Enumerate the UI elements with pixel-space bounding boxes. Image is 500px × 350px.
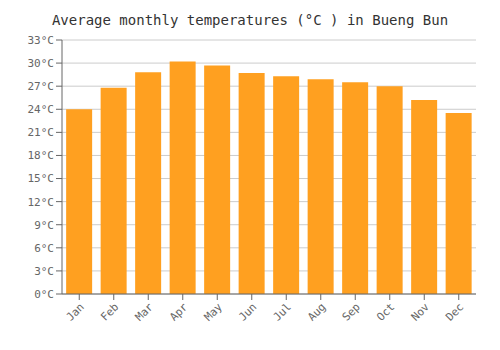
html-text:Average monthly temperatures (: Average monthly temperatures (°C ) in Bu… (51, 12, 449, 28)
svg-text:Mar: Mar (133, 300, 157, 324)
svg-text:24°C: 24°C (28, 103, 55, 116)
svg-text:Jun: Jun (236, 300, 259, 323)
svg-text:0°C: 0°C (34, 288, 54, 301)
svg-text:Aug: Aug (305, 300, 328, 323)
svg-text:3°C: 3°C (34, 265, 54, 278)
svg-text:Nov: Nov (409, 300, 433, 324)
svg-text:May: May (202, 300, 226, 324)
svg-text:Apr: Apr (167, 300, 191, 324)
svg-text:Jan: Jan (64, 300, 87, 323)
svg-text:Jul: Jul (271, 300, 294, 323)
svg-text:Sep: Sep (340, 300, 363, 323)
svg-text:12°C: 12°C (28, 196, 55, 209)
svg-text:27°C: 27°C (28, 80, 55, 93)
svg-text:33°C: 33°C (28, 34, 55, 47)
svg-text:Feb: Feb (98, 300, 121, 323)
svg-text:9°C: 9°C (34, 219, 54, 232)
svg-text:30°C: 30°C (28, 57, 55, 70)
svg-text:15°C: 15°C (28, 172, 55, 185)
svg-text:Dec: Dec (443, 300, 466, 323)
svg-text:18°C: 18°C (28, 149, 55, 162)
svg-text:6°C: 6°C (34, 242, 54, 255)
svg-text:Oct: Oct (374, 300, 397, 323)
svg-text:21°C: 21°C (28, 126, 55, 139)
